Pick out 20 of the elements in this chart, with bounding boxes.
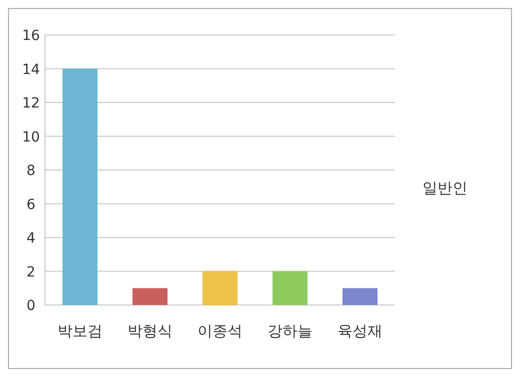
bar	[342, 288, 378, 305]
y-tick-label: 14	[22, 62, 40, 78]
y-tick-label: 16	[22, 28, 40, 44]
x-tick-label: 강하늘	[268, 322, 312, 340]
text: 일반인	[422, 179, 468, 197]
y-tick-label: 8	[26, 163, 36, 179]
bar	[62, 68, 98, 305]
y-tick-label: 2	[26, 264, 36, 280]
y-tick-label: 12	[22, 96, 40, 112]
y-tick-label: 6	[26, 196, 36, 213]
bar	[132, 288, 168, 305]
bar	[272, 271, 308, 305]
y-tick-label: 4	[26, 230, 36, 246]
x-tick-label: 박형식	[128, 322, 172, 340]
x-tick-label: 박보검	[58, 322, 102, 340]
x-tick-label: 육성재	[338, 322, 382, 340]
y-tick-label: 10	[22, 129, 40, 146]
y-tick-label: 0	[26, 298, 36, 314]
bar	[202, 271, 238, 305]
x-tick-label: 이종석	[198, 322, 242, 340]
